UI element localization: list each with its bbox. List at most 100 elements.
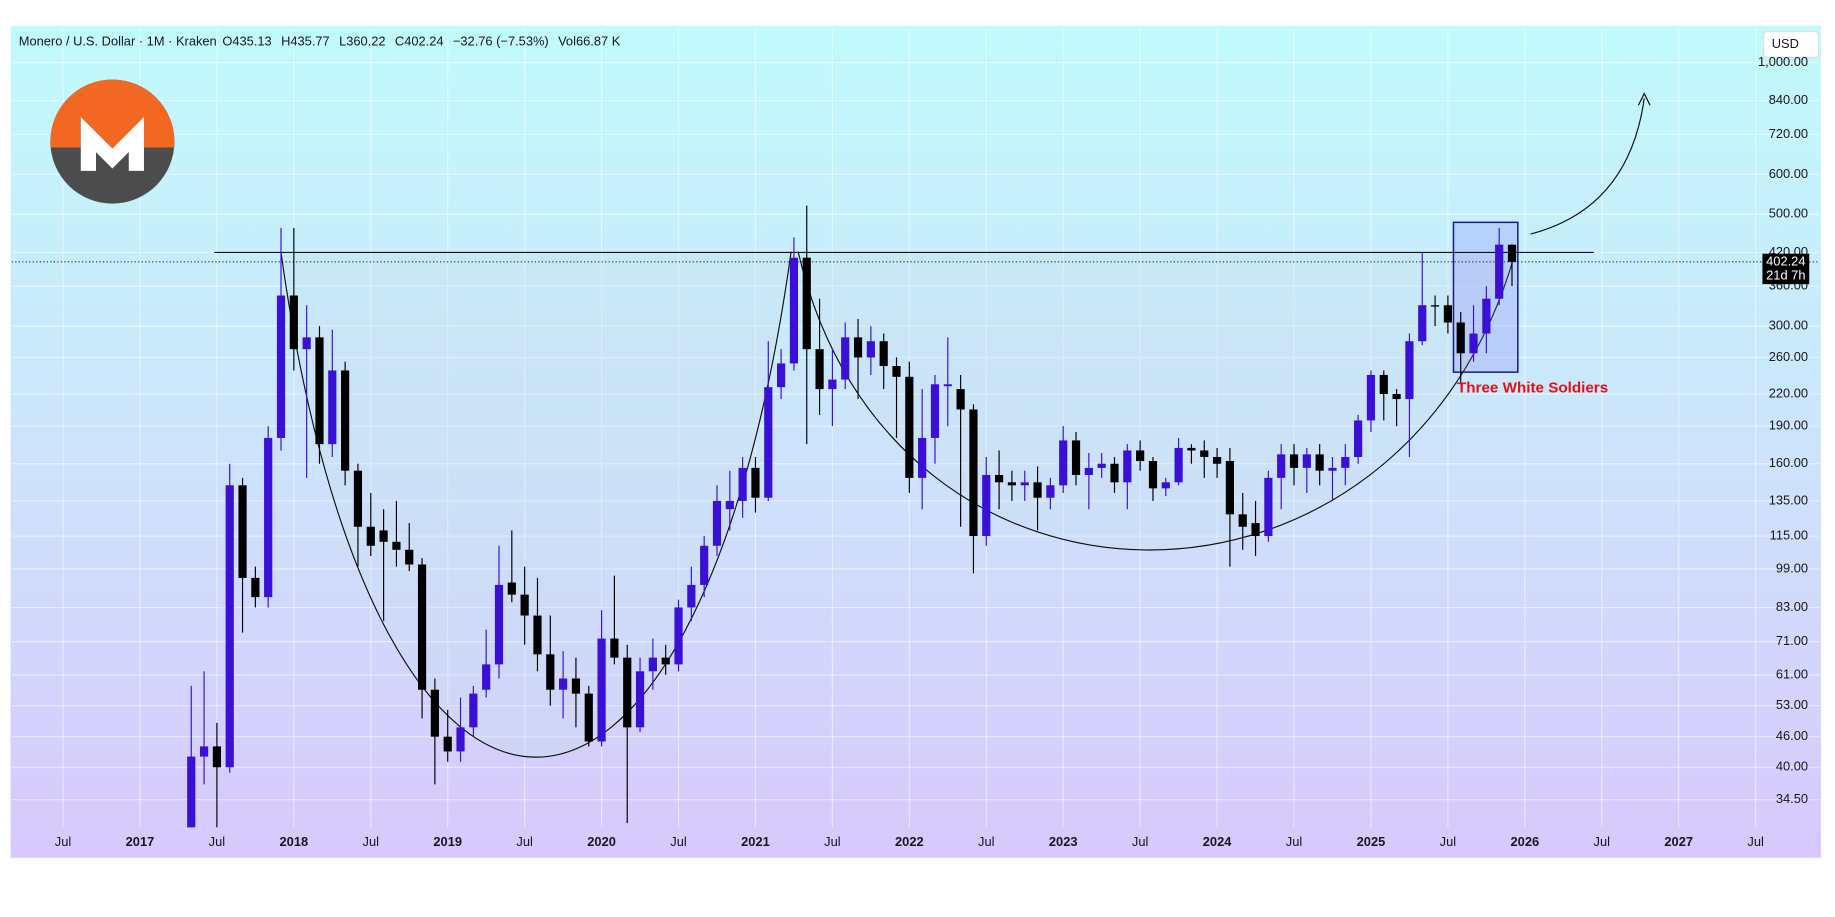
candle-body (1033, 482, 1042, 498)
candle-body (1225, 461, 1234, 515)
candle-body (725, 500, 734, 510)
candle-body (1392, 394, 1401, 400)
header-value: L360.22 (339, 34, 385, 49)
candle-body (1456, 322, 1465, 354)
candle-body (1315, 454, 1324, 471)
candle-body (469, 693, 478, 728)
x-tick-label: 2026 (1511, 834, 1540, 849)
candle-body (1020, 482, 1029, 486)
candle-body (635, 671, 645, 728)
y-tick-label: 220.00 (1769, 385, 1808, 400)
x-tick-label: 2020 (587, 834, 616, 849)
candle-body (456, 727, 465, 752)
candle-body (1174, 447, 1183, 483)
candle-body (1482, 298, 1491, 334)
candle-body (1302, 454, 1311, 468)
candle-body (969, 409, 978, 537)
candle-body (623, 657, 632, 728)
candle-body (982, 474, 991, 537)
y-tick-label: 115.00 (1770, 527, 1808, 542)
candle-body (1059, 440, 1068, 486)
y-tick-label: 83.00 (1776, 599, 1808, 614)
candle-body (930, 384, 940, 438)
y-tick-label: 720.00 (1769, 126, 1808, 141)
currency-box[interactable] (1762, 31, 1820, 58)
x-tick-label: 2021 (741, 834, 770, 849)
candle-body (494, 584, 504, 665)
candle-body (520, 594, 529, 616)
y-tick-label: 71.00 (1776, 633, 1808, 648)
candle-body (1110, 463, 1119, 483)
candle-body (264, 437, 273, 598)
candle-body (1200, 450, 1209, 458)
candle-body (1418, 305, 1427, 342)
candle-body (546, 654, 555, 690)
y-tick-label: 53.00 (1776, 697, 1808, 712)
candle-body (507, 582, 516, 595)
candle-body (341, 370, 350, 471)
header-value: O435.13 (222, 34, 271, 49)
y-tick-label: 135.00 (1769, 492, 1808, 507)
currency[interactable]: USD (1772, 36, 1799, 51)
x-tick-label: Jul (1747, 834, 1763, 849)
logo (50, 79, 175, 204)
candle-body (905, 376, 914, 478)
candle-body (417, 564, 427, 690)
y-tick-label: 190.00 (1769, 418, 1808, 433)
header-title: Monero / U.S. Dollar · 1M · Kraken (19, 34, 217, 49)
x-tick-label: 2024 (1203, 834, 1232, 849)
candle-body (1379, 374, 1388, 395)
candle-body (533, 615, 542, 655)
candle-body (892, 366, 901, 377)
grid (11, 29, 1820, 828)
price-label: 402.24 (1766, 253, 1805, 268)
candle-body (1187, 447, 1196, 451)
x-tick-label: Jul (670, 834, 686, 849)
x-tick-label: Jul (1594, 834, 1610, 849)
candle-body (1341, 457, 1350, 468)
x-tick-label: 2017 (126, 834, 155, 849)
arrow-head (1637, 92, 1651, 106)
candle-body (828, 379, 837, 390)
y-tick-label: 300.00 (1769, 318, 1808, 333)
y-tick-label: 99.00 (1776, 560, 1808, 575)
x-tick-label: Jul (1440, 834, 1456, 849)
candle-body (687, 584, 696, 608)
candle-body (777, 363, 786, 388)
candle-body (1212, 457, 1222, 464)
candle-body (328, 370, 337, 445)
header-value: C402.24 (395, 34, 444, 49)
x-tick-label: 2022 (895, 834, 924, 849)
candle-body (251, 577, 260, 598)
candle-body (1289, 454, 1299, 468)
x-tick-label: Jul (209, 834, 225, 849)
candle-body (994, 474, 1004, 483)
candle-body (764, 387, 773, 498)
arrow (1530, 98, 1645, 235)
header-value: −32.76 (−7.53%) (453, 34, 549, 49)
y-tick-label: 46.00 (1776, 728, 1808, 743)
annotation: Three White Soldiers (1457, 380, 1608, 397)
cup-curve (797, 251, 1517, 551)
y-tick-label: 500.00 (1769, 206, 1808, 221)
candle-body (1136, 450, 1145, 462)
candles (187, 205, 1517, 828)
candle-body (392, 541, 401, 550)
x-tick-label: 2023 (1049, 834, 1078, 849)
candle-body (1354, 420, 1363, 458)
y-tick-label: 600.00 (1769, 166, 1808, 181)
y-tick-label: 260.00 (1769, 349, 1808, 364)
header-values: O435.13 H435.77 L360.22 C402.24 −32.76 (−7.5… (222, 34, 620, 49)
candle-body (674, 607, 683, 665)
candle-body (918, 437, 927, 478)
candle-body (1071, 440, 1081, 475)
x-tick-label: Jul (978, 834, 994, 849)
candle-body (482, 664, 491, 690)
candle-body (789, 257, 799, 364)
candle-body (405, 549, 414, 565)
x-tick-label: Jul (516, 834, 532, 849)
pattern-fill (280, 251, 1516, 758)
candle-body (866, 341, 875, 358)
y-tick-label: 61.00 (1776, 666, 1808, 681)
